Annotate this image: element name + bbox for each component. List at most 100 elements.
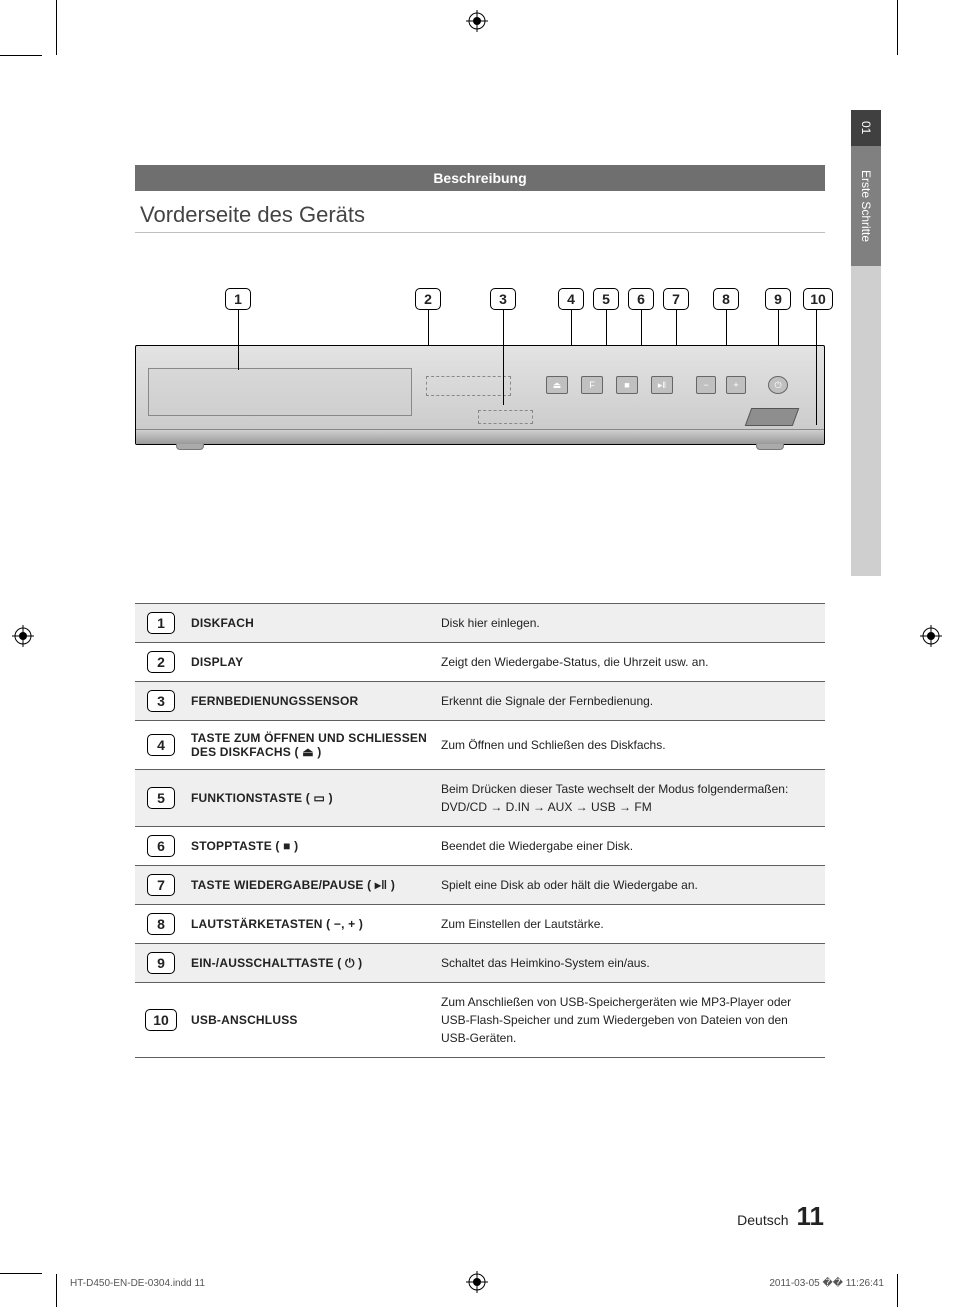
volume-up-button: + [726,376,746,394]
crop-mark [897,1274,898,1307]
table-row: 9 EIN-/AUSSCHALTTASTE ( ⏻ )Schaltet das H… [135,944,825,983]
front-panel-table: 1 DISKFACHDisk hier einlegen. 2 DISPLAYZeig… [135,603,825,1058]
chapter-title-tab: Erste Schritte [851,146,881,266]
callout-1: 1 [225,288,251,310]
footer-page-number: 11 [797,1201,825,1232]
usb-port [745,408,800,426]
section-header-text: Beschreibung [433,170,526,186]
power-button: ⏻ [768,376,788,394]
table-row: 6 STOPPTASTE ( ■ )Beendet die Wiedergabe … [135,827,825,866]
ir-sensor-area [478,410,533,424]
imprint-timestamp: 2011-03-05 �� 11:26:41 [769,1278,884,1289]
row-description: Zum Anschließen von USB-Speichergeräten … [435,983,825,1057]
leader-line [238,310,239,370]
leader-line [571,310,572,345]
row-description: Beim Drücken dieser Taste wechselt der M… [435,770,825,826]
table-row: 7 TASTE WIEDERGABE/PAUSE ( ▸‖ )Spielt ein… [135,866,825,905]
crop-mark [0,55,42,56]
chapter-tab-tail [851,266,881,576]
eject-button: ⏏ [546,376,568,394]
table-row: 10 USB-ANSCHLUSSZum Anschließen von USB-S… [135,983,825,1058]
row-description: Zeigt den Wiedergabe-Status, die Uhrzeit… [435,643,825,681]
leader-line [641,310,642,345]
row-number-cell: 7 [135,866,187,904]
row-description: Zum Öffnen und Schließen des Diskfachs. [435,721,825,769]
registration-mark-icon [466,10,488,32]
row-description: Erkennt die Signale der Fernbedienung. [435,682,825,720]
callout-3: 3 [490,288,516,310]
table-row: 4 TASTE ZUM ÖFFNEN UND SCHLIESSEN DES DIS… [135,721,825,770]
leader-line [726,310,727,345]
row-number-badge: 4 [147,734,175,756]
manual-page: 01 Erste Schritte Beschreibung Vordersei… [0,0,954,1307]
page-footer: Deutsch 11 [737,1201,824,1232]
chapter-number-tab: 01 [851,110,881,146]
row-label: FUNKTIONSTASTE ( ▭ ) [187,770,435,826]
row-number-cell: 4 [135,721,187,769]
table-row: 1 DISKFACHDisk hier einlegen. [135,604,825,643]
eject-icon: ⏏ [553,380,562,391]
row-label: STOPPTASTE ( ■ ) [187,827,435,865]
row-number-badge: 8 [147,913,175,935]
function-icon: F [589,380,595,390]
imprint-filename: HT-D450-EN-DE-0304.indd 11 [70,1278,205,1289]
device-front-diagram: 12345678910 ⏏ F ■ ▸‖ − + ⏻ [135,260,825,490]
play-pause-button: ▸‖ [651,376,673,394]
row-number-badge: 2 [147,651,175,673]
row-description: Disk hier einlegen. [435,604,825,642]
row-label: LAUTSTÄRKETASTEN ( −, + ) [187,905,435,943]
row-number-cell: 3 [135,682,187,720]
row-number-cell: 5 [135,770,187,826]
section-header-bar: Beschreibung [135,165,825,191]
registration-mark-icon [466,1271,488,1293]
callout-4: 4 [558,288,584,310]
crop-mark [56,0,57,55]
device-foot [756,440,784,450]
row-label: FERNBEDIENUNGSSENSOR [187,682,435,720]
chapter-title: Erste Schritte [859,170,873,242]
table-row: 3 FERNBEDIENUNGSSENSORErkennt die Signale… [135,682,825,721]
row-number-badge: 7 [147,874,175,896]
vol-minus-icon: − [703,380,708,390]
section-rule [135,232,825,233]
callout-7: 7 [663,288,689,310]
footer-language: Deutsch [737,1212,788,1228]
registration-mark-icon [920,625,942,647]
row-number-badge: 9 [147,952,175,974]
display-area [426,376,511,396]
table-row: 5FUNKTIONSTASTE ( ▭ )Beim Drücken dieser… [135,770,825,827]
crop-mark [56,1274,57,1307]
callout-5: 5 [593,288,619,310]
row-number-cell: 10 [135,983,187,1057]
leader-line [428,310,429,345]
row-number-cell: 6 [135,827,187,865]
row-label: USB-ANSCHLUSS [187,983,435,1057]
row-description: Schaltet das Heimkino-System ein/aus. [435,944,825,982]
leader-line [503,310,504,405]
table-row: 8 LAUTSTÄRKETASTEN ( −, + )Zum Einstellen… [135,905,825,944]
row-label: DISPLAY [187,643,435,681]
row-number-badge: 3 [147,690,175,712]
callout-9: 9 [765,288,791,310]
row-number-badge: 10 [145,1009,177,1031]
row-description: Spielt eine Disk ab oder hält die Wieder… [435,866,825,904]
row-number-badge: 6 [147,835,175,857]
row-number-badge: 1 [147,612,175,634]
row-label: TASTE WIEDERGABE/PAUSE ( ▸‖ ) [187,866,435,904]
row-label: EIN-/AUSSCHALTTASTE ( ⏻ ) [187,944,435,982]
section-title: Vorderseite des Geräts [140,202,365,228]
stop-icon: ■ [624,380,629,390]
callout-2: 2 [415,288,441,310]
volume-down-button: − [696,376,716,394]
row-description: Beendet die Wiedergabe einer Disk. [435,827,825,865]
crop-mark [0,1273,42,1274]
table-row: 2 DISPLAYZeigt den Wiedergabe-Status, die… [135,643,825,682]
function-button: F [581,376,603,394]
row-label: DISKFACH [187,604,435,642]
leader-line [676,310,677,345]
row-number-cell: 2 [135,643,187,681]
play-pause-icon: ▸‖ [658,380,666,391]
row-label: TASTE ZUM ÖFFNEN UND SCHLIESSEN DES DISK… [187,721,435,769]
power-icon: ⏻ [774,380,781,391]
row-description: Zum Einstellen der Lautstärke. [435,905,825,943]
